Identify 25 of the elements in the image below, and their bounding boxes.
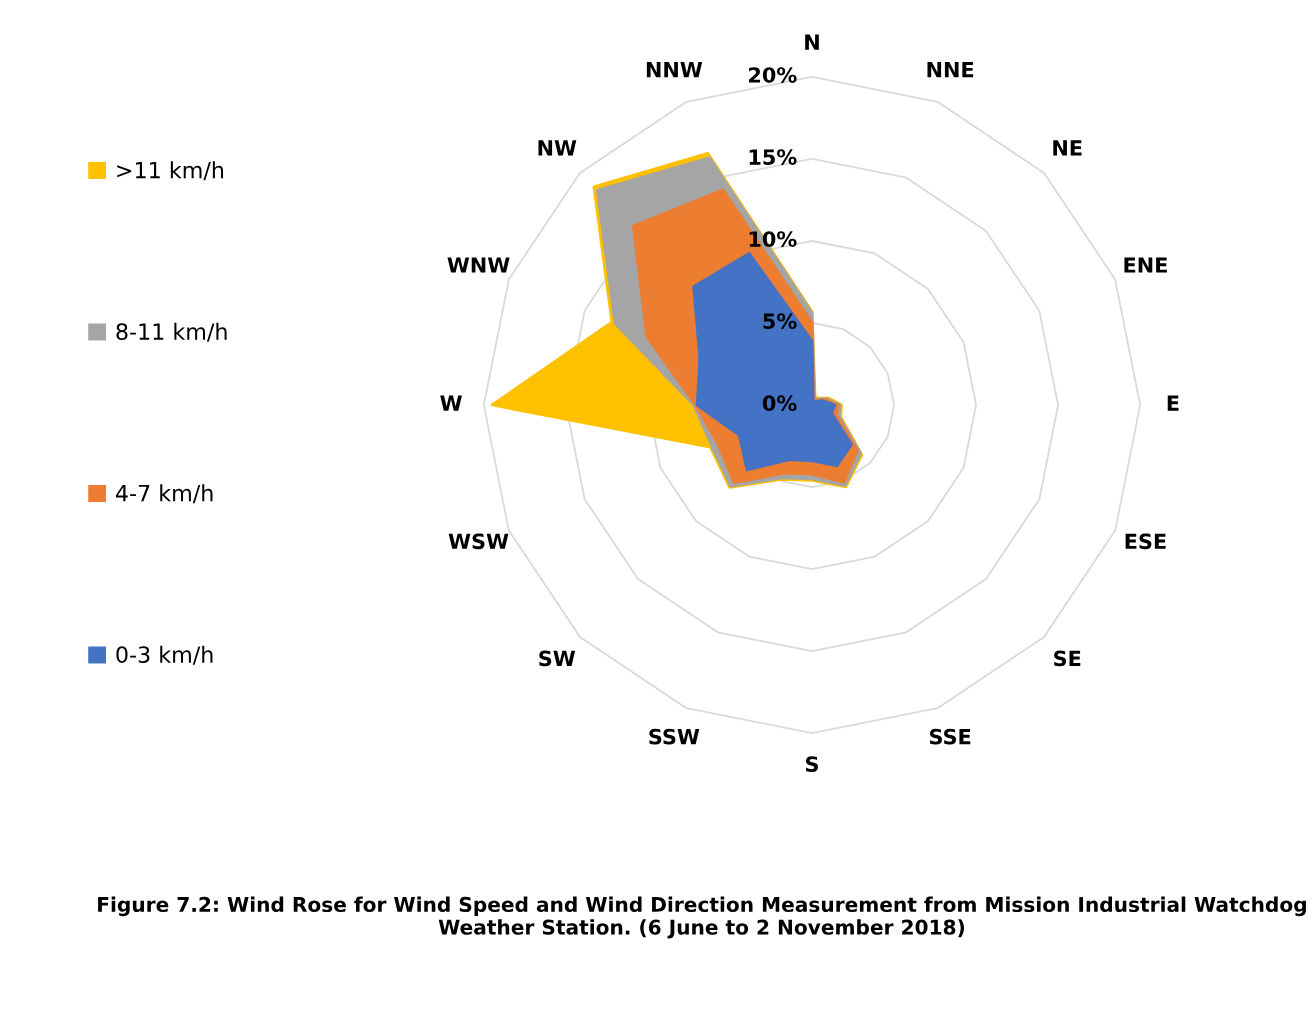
spoke-label: WSW [448,533,509,550]
spoke-label: W [440,395,462,411]
spoke-label: SSW [649,728,700,745]
spoke-label: NE [1053,140,1082,156]
legend-label: 0-3 km/h [116,645,213,665]
spoke-label: NW [538,140,577,156]
text: Figure 7.2: Wind Rose for Wind Speed and Wind Direction Measurement from Mission Industrial Watchdog Weather Station. (6 June to 2 November 2018) [98,896,1306,939]
legend-label: 4-7 km/h [115,484,213,504]
spoke-label: WNW [447,257,510,273]
y-tick-label: 0% [762,395,797,412]
y-tick-label: 15% [749,149,797,165]
spoke-label: ESE [1125,533,1166,550]
spoke-label: S [805,756,818,772]
spoke-label: N [805,34,819,50]
spoke-label: E [1167,395,1179,411]
y-tick-label: 20% [749,67,797,83]
spoke-label: SSE [929,728,971,745]
legend-label: 8-11 km/h [116,322,227,342]
y-tick-label: 5% [763,313,797,330]
spoke-label: ENE [1124,257,1167,273]
spoke-label: SE [1054,650,1081,667]
legend-label: >11 km/h [117,161,224,181]
spoke-label: NNE [927,62,974,78]
spoke-label: SW [539,650,576,667]
spoke-label: NNW [646,62,703,78]
